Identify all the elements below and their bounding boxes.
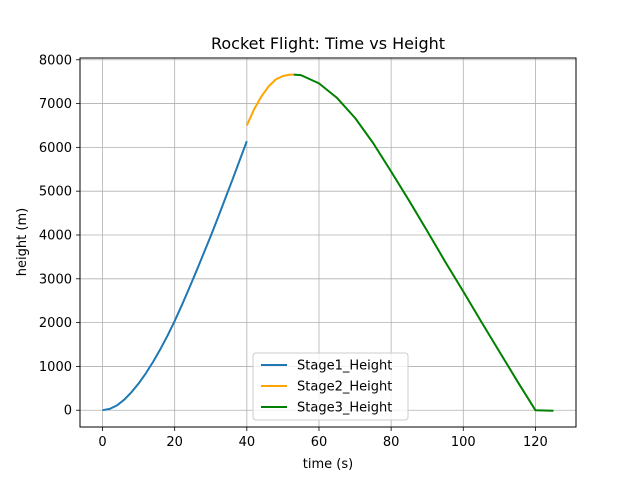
x-tick-label: 120 [523,435,548,450]
y-tick-label: 2000 [39,316,72,331]
legend-label-2: Stage2_Height [297,380,392,395]
grid [80,58,576,427]
y-tick-label: 3000 [39,272,72,287]
x-tick-label: 60 [311,435,328,450]
series-line-1 [102,140,248,412]
y-tick-label: 7000 [39,97,72,112]
y-tick-label: 5000 [39,185,72,200]
y-tick-label: 4000 [39,228,72,243]
x-tick-label: 0 [98,435,106,450]
legend: Stage1_Height Stage2_Height Stage3_Height [252,352,409,421]
y-tick-label: 8000 [39,53,72,68]
y-tick-label: 1000 [39,360,72,375]
y-tick-label: 0 [64,404,72,419]
series-line-2 [245,73,294,126]
x-tick-label: 40 [239,435,256,450]
plot-frame [79,57,577,428]
legend-box [252,352,409,421]
series-line-3 [293,73,554,412]
y-axis-label: height (m) [15,208,30,276]
x-tick-label: 80 [383,435,400,450]
ticks: 0 20 40 60 80 100 120 0 1000 2000 3000 4000 5000 6000… [39,53,548,450]
y-tick-label: 6000 [39,141,72,156]
x-tick-label: 20 [166,435,183,450]
legend-label-3: Stage3_Height [297,401,392,416]
legend-label-1: Stage1_Height [297,359,392,374]
plot-lines [102,73,554,412]
chart-title: Rocket Flight: Time vs Height [211,34,445,53]
x-axis-label: time (s) [303,457,353,472]
x-tick-label: 100 [451,435,476,450]
